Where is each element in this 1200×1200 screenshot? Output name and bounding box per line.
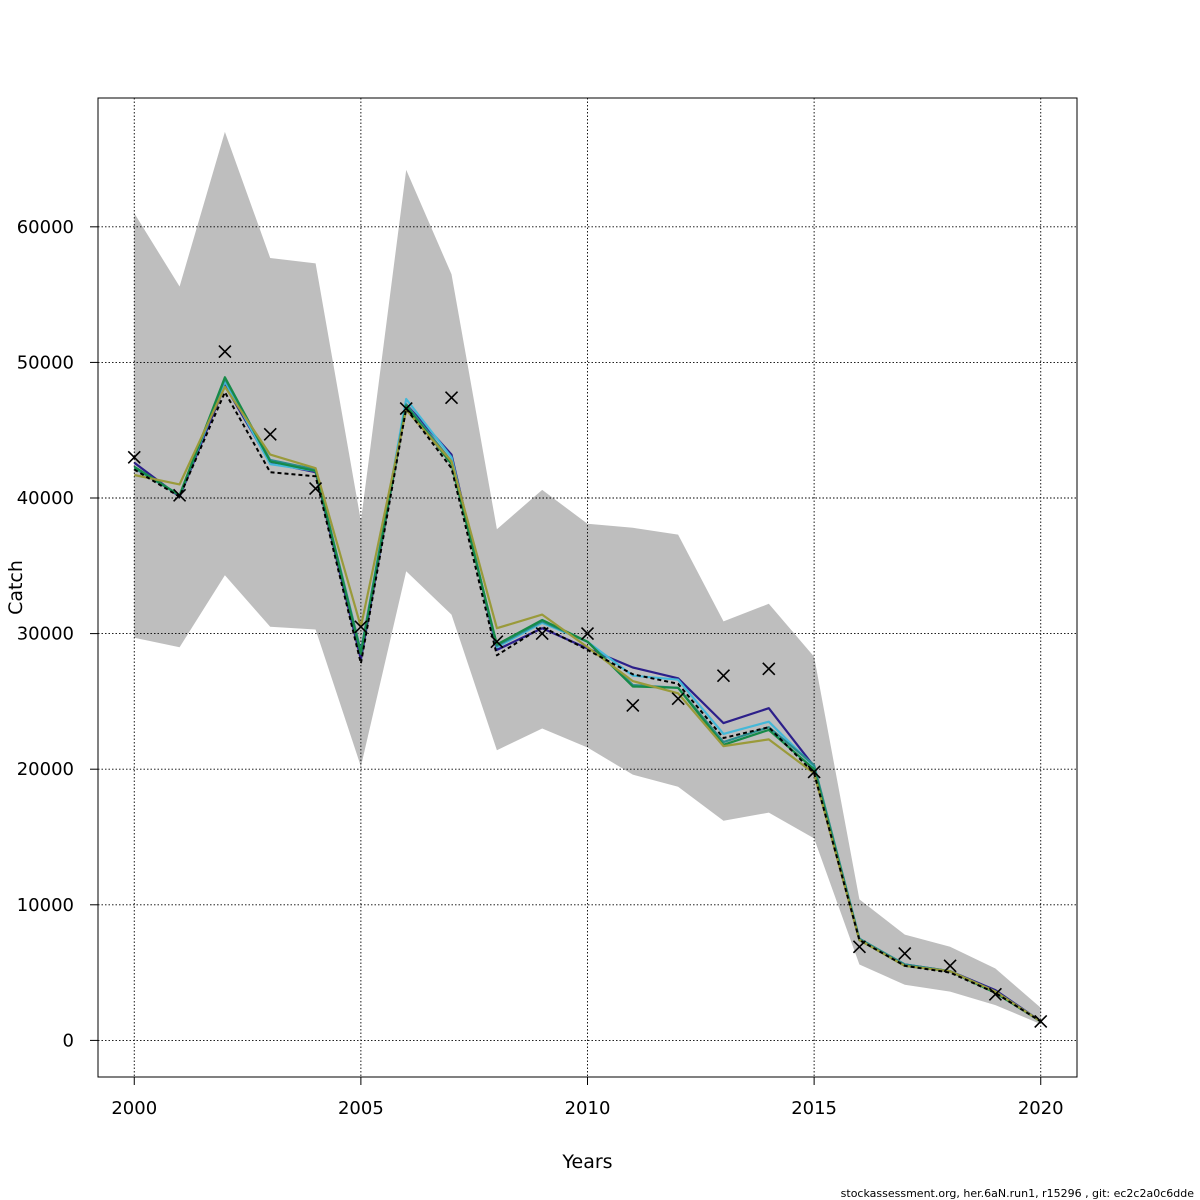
observed-point [898, 947, 912, 961]
x-axis-title: Years [561, 1151, 612, 1173]
observed-point [535, 627, 549, 641]
observed-point [671, 692, 685, 706]
axis-layer: 2000 2005 2010 2015 2020 0 10000 20000 30000 4000… [17, 217, 1064, 1119]
observed-point [127, 450, 141, 464]
observed-point [762, 662, 776, 676]
observed-point [716, 669, 731, 683]
observed-point [444, 391, 459, 405]
y-tick-label: 20000 [17, 759, 74, 780]
observed-markers-layer [127, 344, 1048, 1028]
observed-point [1034, 1014, 1048, 1028]
observed-point [354, 620, 368, 634]
observed-point [218, 344, 232, 359]
y-tick-label: 40000 [17, 488, 74, 509]
observed-point [490, 635, 504, 649]
x-tick-label: 2020 [1018, 1098, 1064, 1119]
observed-point [852, 940, 867, 954]
observed-point [399, 401, 413, 416]
footer-credit: stockassessment.org, her.6aN.run1, r1529… [841, 1187, 1195, 1200]
x-tick-label: 2010 [565, 1098, 611, 1119]
y-tick-label: 10000 [17, 895, 74, 916]
x-tick-label: 2015 [791, 1098, 837, 1119]
series-line-6 [134, 385, 1042, 1023]
series-line-1 [133, 391, 1042, 1023]
observed-point [263, 427, 277, 441]
y-axis-title: Catch [5, 560, 27, 615]
series-layer [133, 376, 1042, 1023]
y-tick-label: 50000 [17, 352, 74, 373]
observed-point [943, 959, 957, 973]
observed-point [308, 481, 323, 496]
y-tick-label: 60000 [17, 217, 74, 238]
observed-point [580, 627, 595, 641]
grid-layer [98, 98, 1077, 1077]
x-tick-label: 2005 [338, 1098, 384, 1119]
observed-point [173, 488, 187, 502]
observed-point [988, 987, 1002, 1001]
observed-point [807, 765, 821, 779]
x-tick-label: 2000 [111, 1098, 157, 1119]
y-tick-label: 30000 [17, 624, 74, 645]
observed-point [626, 698, 640, 713]
y-tick-label: 0 [63, 1030, 74, 1051]
